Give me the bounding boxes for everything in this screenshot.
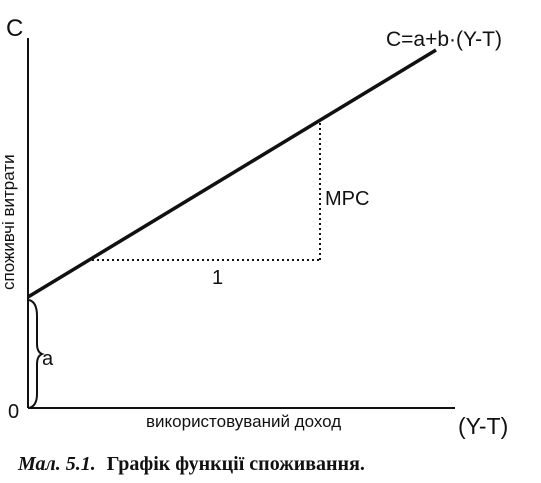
run-label: 1 (212, 267, 223, 289)
figure-caption: Мал. 5.1. Графік функції споживання. (17, 453, 365, 475)
origin-label: 0 (8, 401, 19, 423)
caption-prefix: Мал. 5.1. (17, 453, 96, 475)
x-axis-label: (Y-T) (458, 413, 508, 439)
intercept-label: a (42, 348, 54, 370)
y-axis-title: споживчі витрати (0, 154, 18, 290)
intercept-brace (28, 299, 45, 409)
caption-text: Графік функції споживання. (107, 453, 365, 475)
slope-label: MPC (325, 188, 369, 210)
consumption-line (27, 48, 437, 299)
equation-label: C=a+b·(Y-T) (386, 28, 502, 51)
y-axis-label: C (6, 15, 23, 42)
x-axis-title: використовуваний доход (146, 412, 341, 431)
